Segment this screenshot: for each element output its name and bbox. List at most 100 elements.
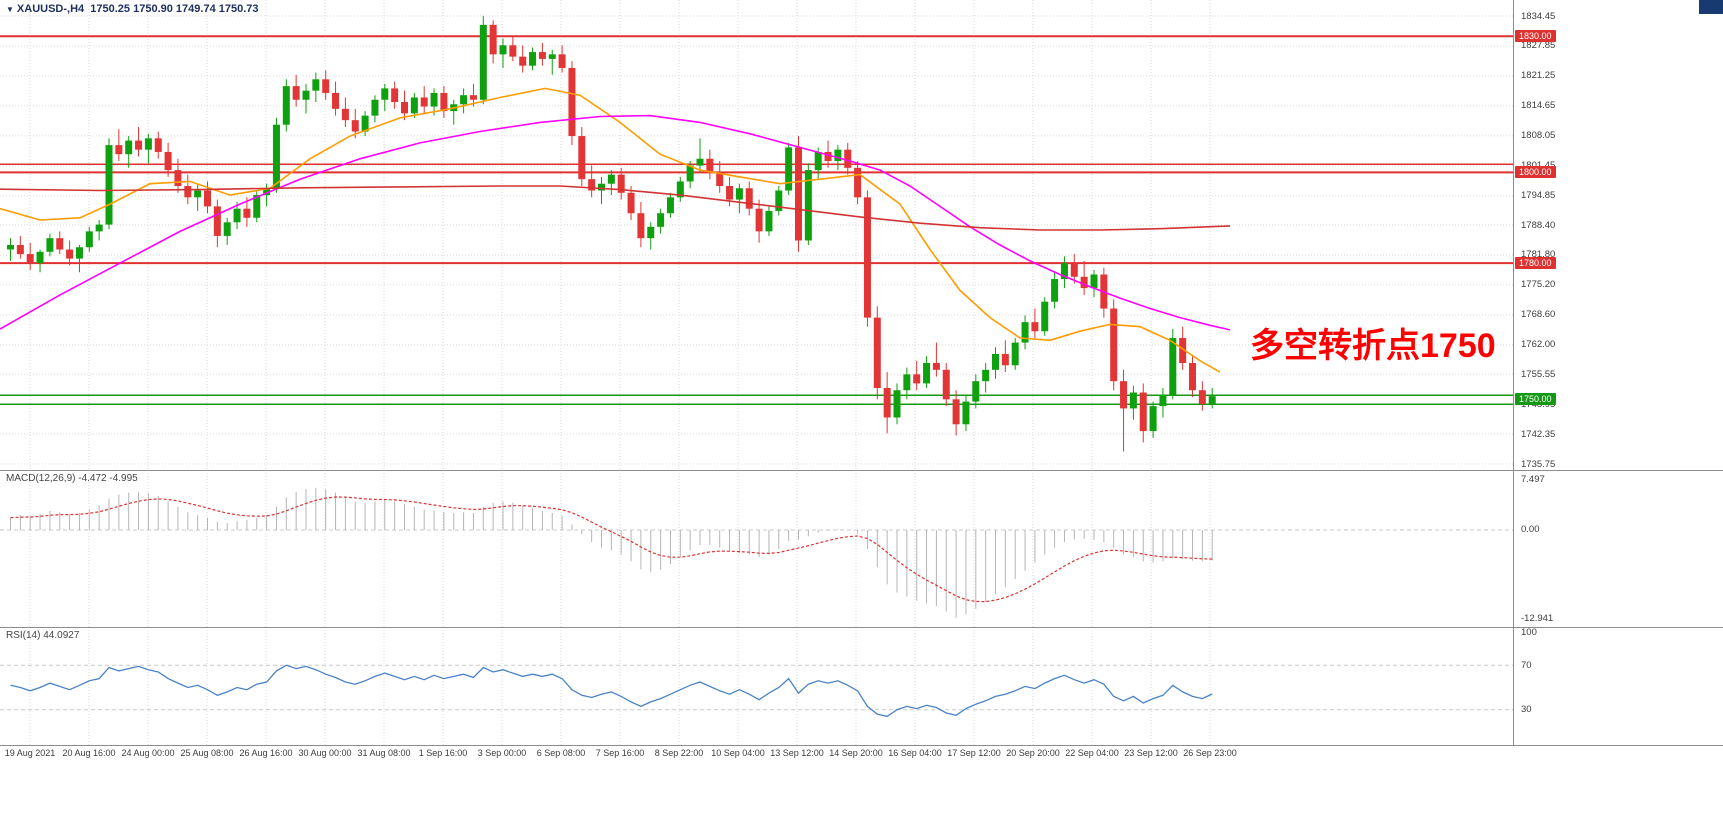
- candle-bodies: [7, 24, 1216, 432]
- candle: [538, 52, 546, 59]
- rsi-axis-label: 30: [1521, 704, 1532, 716]
- candle: [1011, 342, 1019, 366]
- candle: [1090, 274, 1098, 289]
- candle: [686, 165, 694, 182]
- candle: [1080, 276, 1088, 289]
- candle: [844, 149, 852, 168]
- price-axis-label: 1762.00: [1521, 339, 1556, 351]
- time-axis-label: 25 Aug 08:00: [180, 748, 234, 758]
- candle: [854, 167, 862, 198]
- candle-wicks: [10, 15, 1213, 452]
- candle: [253, 195, 261, 218]
- rsi-axis-label: 100: [1521, 626, 1537, 638]
- candle: [992, 353, 999, 370]
- candle: [499, 45, 507, 55]
- candle: [942, 369, 950, 400]
- candle: [56, 238, 64, 250]
- candle: [1169, 338, 1177, 395]
- candle: [775, 190, 783, 211]
- candle: [1139, 392, 1147, 432]
- price-badge: 1780.00: [1515, 256, 1556, 269]
- candle: [440, 92, 448, 112]
- vertical-gridlines: [29, 470, 1211, 627]
- candle: [657, 213, 665, 227]
- main-price-chart[interactable]: [0, 0, 1723, 470]
- candle: [578, 136, 586, 180]
- macd-histogram: [10, 487, 1213, 618]
- candle: [292, 86, 300, 100]
- rsi-indicator-panel[interactable]: [0, 627, 1723, 745]
- candle: [735, 188, 743, 200]
- candle: [913, 374, 921, 384]
- candle: [479, 24, 487, 100]
- candle: [1159, 394, 1167, 407]
- candle: [1110, 308, 1118, 382]
- candle: [568, 67, 576, 137]
- price-axis-label: 1821.25: [1521, 70, 1556, 82]
- candle: [322, 79, 330, 93]
- macd-label: MACD(12,26,9) -4.472 -4.995: [6, 473, 138, 484]
- candle: [637, 213, 645, 239]
- candle: [647, 226, 655, 239]
- price-axis-label: 1735.75: [1521, 458, 1556, 470]
- candle: [529, 52, 537, 66]
- candle: [223, 222, 231, 236]
- candle: [194, 190, 202, 198]
- candle: [420, 97, 428, 107]
- rsi-label: RSI(14) 44.0927: [6, 630, 80, 641]
- candle: [1051, 279, 1059, 302]
- ma-mid-magenta: [0, 114, 1231, 331]
- candle: [1198, 390, 1206, 404]
- time-axis-label: 31 Aug 08:00: [357, 748, 411, 758]
- candle: [519, 56, 527, 66]
- candle: [154, 138, 162, 152]
- time-axis-label: 1 Sep 16:00: [418, 748, 468, 758]
- price-badge: 1750.00: [1515, 392, 1556, 405]
- candle: [558, 54, 566, 68]
- candle: [66, 249, 74, 259]
- candle: [46, 238, 54, 252]
- price-axis-label: 1775.20: [1521, 279, 1556, 291]
- window-corner-decoration: [1699, 0, 1723, 14]
- price-axis-label: 1808.05: [1521, 130, 1556, 142]
- candle: [824, 151, 832, 162]
- candle: [755, 208, 763, 232]
- candle: [1120, 381, 1128, 409]
- candle: [765, 210, 773, 232]
- macd-axis-label: -12.941: [1521, 612, 1554, 624]
- panel-separator-rsi[interactable]: [0, 627, 1723, 628]
- candle: [361, 115, 369, 132]
- candle: [795, 147, 802, 241]
- price-axis-label: 1768.60: [1521, 309, 1556, 321]
- candle: [233, 208, 241, 223]
- macd-indicator-panel[interactable]: [0, 470, 1723, 627]
- candle: [923, 363, 931, 384]
- rsi-axis-label: 70: [1521, 659, 1532, 671]
- candle: [706, 158, 714, 173]
- ma-slow-red: [0, 185, 1231, 231]
- ma-fast-orange: [0, 87, 1221, 373]
- panel-separator-macd[interactable]: [0, 470, 1723, 471]
- candle: [952, 399, 960, 425]
- macd-axis-label: 0.00: [1521, 524, 1540, 536]
- collapse-arrow-icon[interactable]: ▼: [6, 5, 14, 14]
- time-axis-label: 20 Aug 16:00: [62, 748, 116, 758]
- candle: [144, 138, 152, 150]
- chinese-annotation-1750: 多空转折点1750: [1250, 327, 1496, 365]
- candle: [164, 151, 172, 171]
- candle: [873, 317, 881, 388]
- time-axis-label: 16 Sep 04:00: [888, 748, 942, 758]
- candle: [676, 181, 684, 198]
- candle: [36, 251, 44, 264]
- candle: [932, 363, 940, 370]
- candle: [607, 174, 615, 184]
- candle: [1001, 353, 1009, 366]
- time-axis-border: [0, 745, 1723, 746]
- candle: [883, 387, 891, 418]
- candle: [666, 197, 674, 214]
- candle: [814, 151, 822, 171]
- candle: [75, 247, 83, 259]
- time-axis-label: 24 Aug 00:00: [121, 748, 175, 758]
- candle: [105, 145, 113, 225]
